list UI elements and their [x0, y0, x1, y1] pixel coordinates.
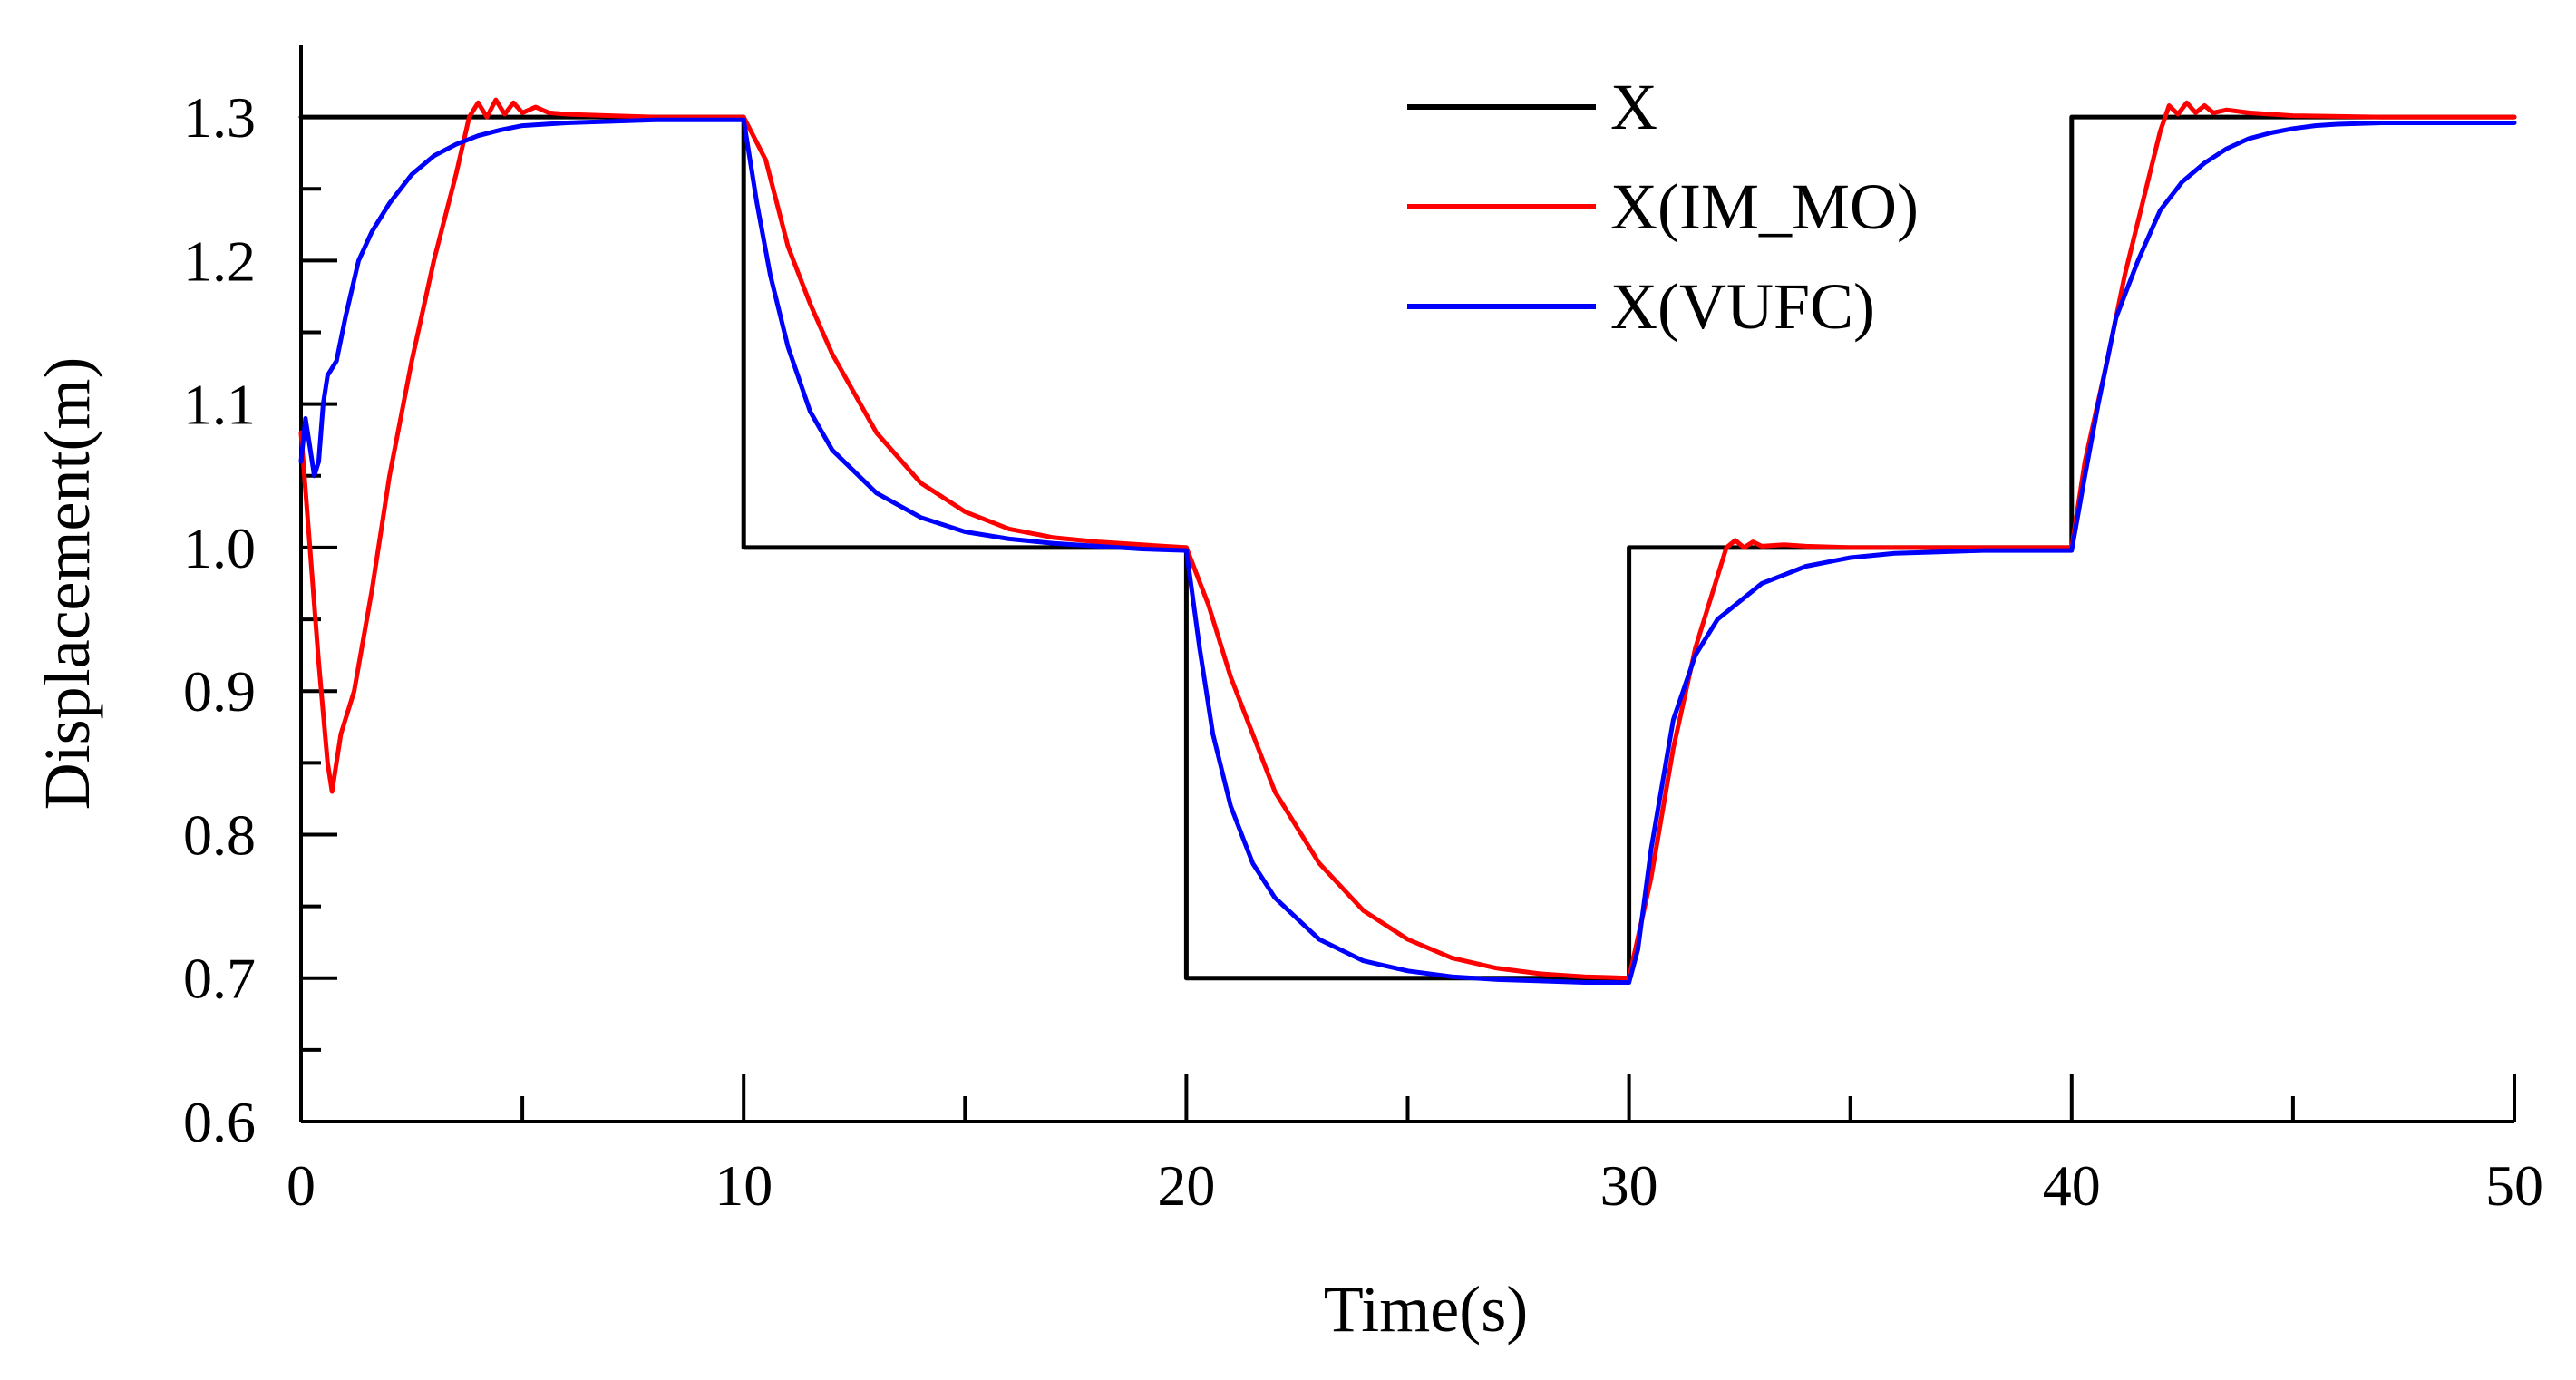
x-tick-label: 50: [2485, 1153, 2543, 1218]
legend-label-x-vufc: X(VUFC): [1610, 270, 1875, 343]
series-line-x-vufc: [298, 117, 2517, 985]
x-tick-label: 40: [2043, 1153, 2101, 1218]
y-tick-label: 0.9: [183, 659, 256, 724]
x-tick-label: 0: [287, 1153, 316, 1218]
series-line-x: [298, 114, 2517, 981]
x-tick-label: 10: [714, 1153, 773, 1218]
y-tick-label: 0.8: [183, 802, 256, 867]
y-tick-label: 1.2: [183, 228, 256, 293]
x-axis-title: Time(s): [1324, 1273, 1528, 1346]
y-tick-label: 0.6: [183, 1090, 256, 1154]
y-axis-title: Displacement(m): [31, 357, 103, 811]
y-tick-label: 0.7: [183, 947, 256, 1011]
y-tick-label: 1.1: [183, 373, 256, 437]
y-tick-label: 1.0: [183, 516, 256, 580]
legend-label-x: X: [1610, 71, 1657, 143]
legend-label-x-im-mo: X(IM_MO): [1610, 170, 1919, 243]
x-tick-label: 20: [1157, 1153, 1215, 1218]
x-tick-label: 30: [1600, 1153, 1658, 1218]
series-line-x-im-mo: [298, 97, 2517, 981]
y-tick-label: 1.3: [183, 85, 256, 150]
